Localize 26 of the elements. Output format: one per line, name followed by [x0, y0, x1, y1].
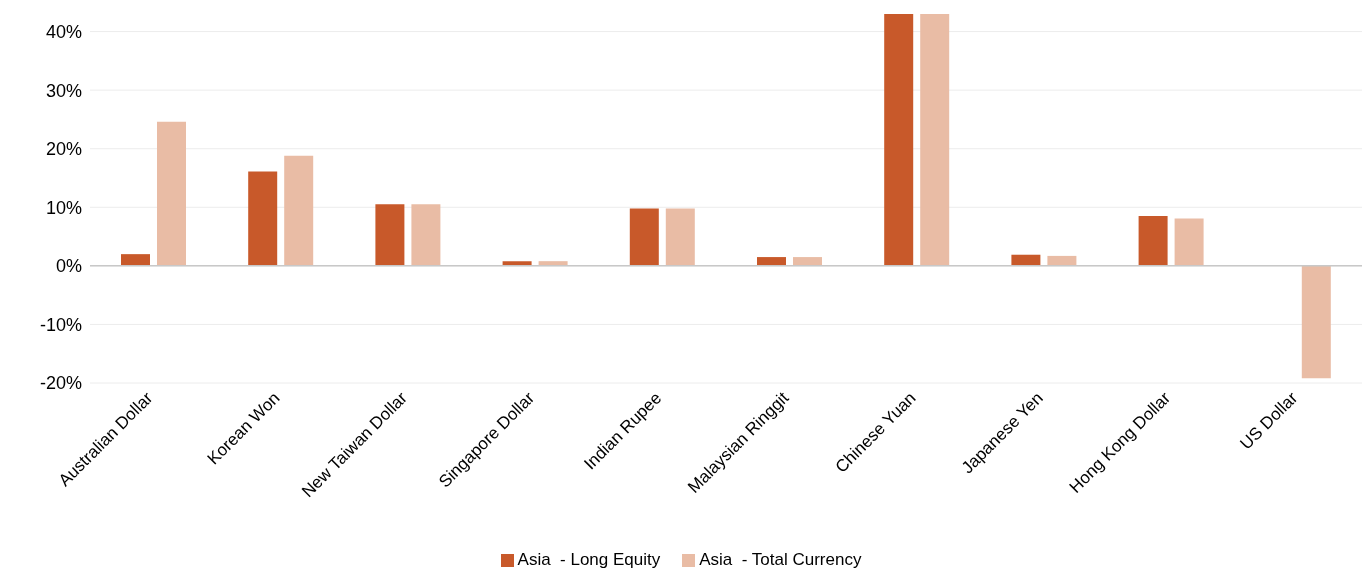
- bar: [1174, 218, 1204, 266]
- legend-label: Asia - Long Equity: [517, 550, 661, 570]
- bar: [629, 208, 659, 266]
- y-tick-label: 40%: [45, 21, 82, 42]
- bar: [157, 121, 186, 266]
- y-tick-label: -20%: [39, 373, 82, 394]
- y-tick-label: 20%: [45, 139, 82, 160]
- y-tick-label: 0%: [55, 256, 82, 277]
- bar: [121, 254, 150, 266]
- bar: [1011, 254, 1041, 266]
- bar: [248, 171, 278, 266]
- bar: [284, 155, 314, 266]
- bar: [1047, 255, 1077, 266]
- y-tick-label: 10%: [45, 197, 82, 218]
- y-tick-label: -10%: [39, 314, 82, 335]
- y-tick-label: 30%: [45, 80, 82, 101]
- legend-label: Asia - Total Currency: [699, 550, 862, 570]
- bar: [920, 14, 950, 266]
- bar: [1138, 216, 1168, 266]
- bar: [411, 204, 441, 266]
- bar: [793, 257, 822, 266]
- bar: [375, 204, 405, 266]
- bar: [757, 257, 786, 266]
- bar: [1301, 265, 1331, 379]
- bar: [665, 208, 695, 266]
- bar: [884, 14, 914, 266]
